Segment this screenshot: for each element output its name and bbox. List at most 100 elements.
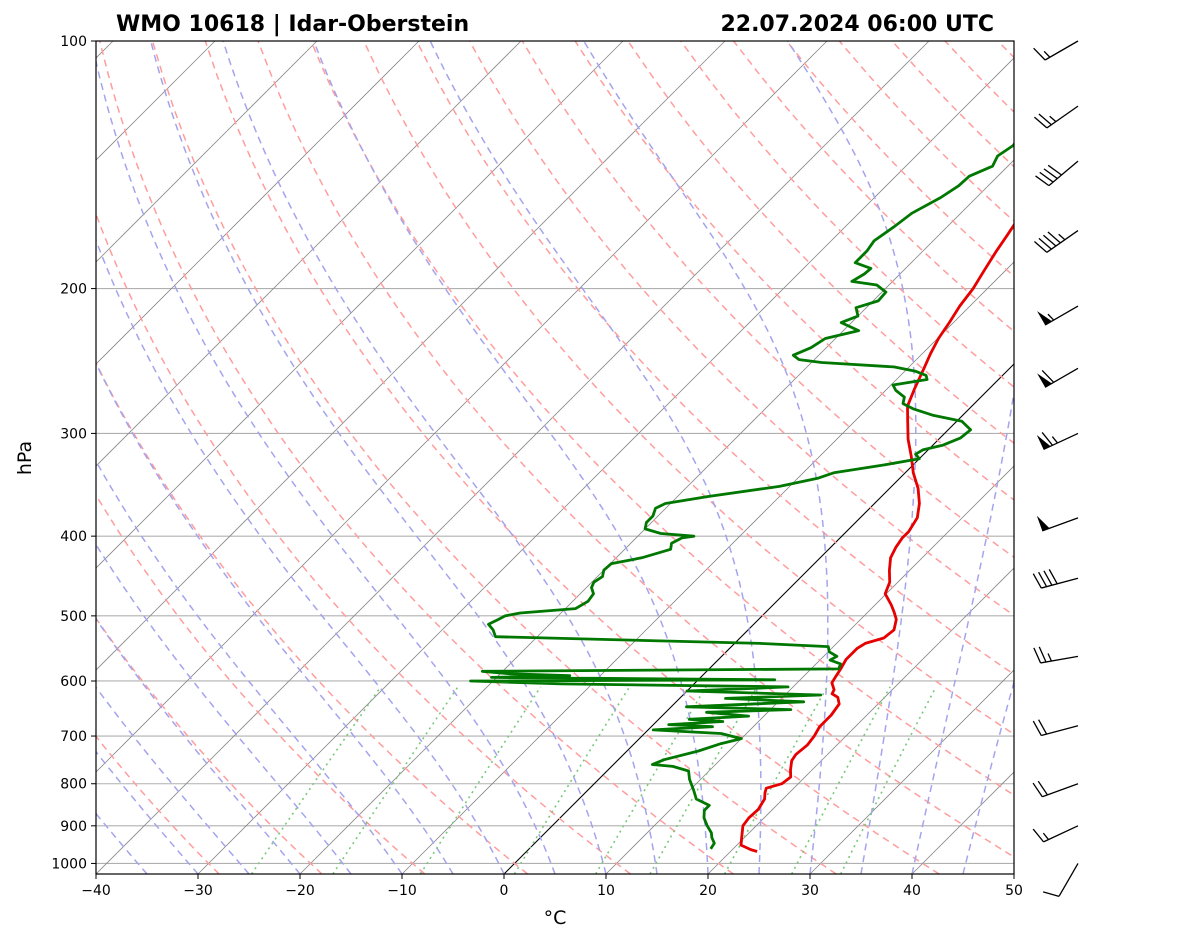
x-tick-label: 30	[801, 883, 819, 899]
x-tick-label: 50	[1005, 883, 1023, 899]
wind-barb	[1033, 40, 1079, 61]
dry-adiabat	[96, 212, 631, 874]
wind-barb-pennant	[1036, 434, 1051, 450]
x-tick-label: 20	[699, 883, 717, 899]
moist-adiabat	[96, 543, 352, 874]
isotherm	[707, 567, 1014, 874]
dry-adiabat	[363, 41, 1014, 736]
isotherm	[401, 261, 1014, 874]
wind-barb-flag	[1043, 234, 1057, 247]
x-tick-label: −30	[183, 883, 213, 899]
wind-barb-flag	[1033, 47, 1046, 61]
wind-barb-flag	[1048, 569, 1058, 585]
wind-barb-flag	[1038, 646, 1047, 663]
dry-adiabat	[96, 361, 529, 874]
x-tick-label: −10	[387, 883, 417, 899]
isotherm	[503, 363, 1014, 874]
y-tick-label: 1000	[51, 856, 87, 872]
mixing-ratio-line	[723, 686, 828, 874]
y-tick-label: 700	[60, 729, 87, 745]
wind-barb	[1033, 105, 1079, 129]
x-tick-label: −40	[81, 883, 111, 899]
mixing-ratio-line	[419, 686, 542, 874]
wind-barb-shaft	[1048, 160, 1079, 187]
dry-adiabat	[257, 41, 1014, 858]
wind-barb	[1032, 719, 1079, 737]
isotherm	[911, 771, 1014, 874]
moist-adiabat	[786, 41, 917, 874]
y-tick-label: 800	[60, 777, 87, 793]
wind-barb-flag	[1038, 113, 1052, 126]
wind-barb-flag	[1032, 720, 1042, 736]
wind-barb-shaft	[1043, 825, 1079, 843]
mixing-ratio-line	[839, 686, 937, 874]
wind-barb-half-flag	[1043, 50, 1051, 58]
x-tick-label: 10	[597, 883, 615, 899]
wind-barb-shaft	[1044, 40, 1079, 61]
dry-adiabat	[98, 41, 734, 874]
wind-barb-flag	[1038, 719, 1048, 735]
temperature-profile	[739, 222, 1014, 853]
dry-adiabat	[627, 41, 1014, 445]
wind-barb-flag	[1041, 370, 1055, 383]
wind-barb-flag	[1047, 231, 1061, 244]
x-tick-label: 40	[903, 883, 921, 899]
y-axis-label: hPa	[14, 441, 36, 475]
wind-barb-flag	[1033, 647, 1042, 664]
wind-barb-flag	[1033, 241, 1048, 253]
wind-barb-flag	[1037, 780, 1048, 796]
dry-adiabat	[310, 41, 1014, 796]
moist-adiabat	[96, 238, 505, 874]
wind-barb-pennant	[1036, 515, 1050, 531]
isotherm	[96, 41, 624, 569]
isotherm	[96, 41, 420, 365]
wind-barb-half-flag	[1047, 653, 1053, 662]
isotherm	[299, 159, 1014, 874]
wind-barb-flag	[1038, 237, 1052, 250]
dry-adiabat	[1051, 41, 1181, 874]
wind-barb-flag	[1043, 570, 1053, 586]
dry-adiabat	[204, 41, 940, 874]
y-tick-label: 300	[60, 426, 87, 442]
moist-adiabat	[96, 617, 301, 874]
wind-barb-flag	[1038, 571, 1048, 587]
wind-barb-shaft	[1046, 229, 1079, 253]
dry-adiabat	[521, 41, 1014, 559]
dry-adiabat	[96, 493, 426, 874]
mixing-ratio-line	[250, 686, 382, 874]
wind-barb-shaft	[1040, 655, 1079, 664]
dry-adiabat	[96, 617, 323, 874]
wind-barb-shaft	[1046, 105, 1079, 129]
isotherm	[96, 41, 930, 874]
mixing-ratio-line	[332, 686, 459, 874]
dry-adiabat	[997, 41, 1014, 59]
wind-barb-flag	[1047, 164, 1062, 176]
moist-adiabat	[96, 812, 148, 874]
moist-adiabat	[222, 41, 658, 874]
isotherm	[605, 465, 1014, 874]
wind-barb-flag	[1033, 116, 1048, 129]
moist-adiabat	[96, 459, 403, 874]
isotherm	[96, 41, 318, 263]
wind-barb-shaft	[1044, 367, 1079, 388]
moist-adiabat	[149, 41, 607, 874]
moist-adiabat	[429, 41, 762, 874]
wind-barb-flag	[1042, 891, 1060, 897]
dewpoint-profile	[469, 141, 1014, 850]
moist-adiabat	[583, 41, 829, 874]
moist-adiabat	[313, 41, 709, 874]
wind-barb-flag	[1032, 573, 1042, 589]
wind-barb	[1032, 569, 1079, 589]
y-tick-label: 600	[60, 674, 87, 690]
mixing-ratio-line	[790, 686, 891, 874]
wind-barb-flag	[1039, 171, 1054, 183]
moist-adiabat	[96, 361, 454, 874]
dry-adiabat	[785, 41, 1014, 278]
y-tick-label: 200	[60, 282, 87, 298]
y-tick-label: 900	[60, 819, 87, 835]
isotherm	[96, 41, 726, 671]
wind-barb	[1037, 367, 1079, 388]
wind-barb-half-flag	[1047, 313, 1055, 321]
dry-adiabat	[415, 41, 1014, 676]
